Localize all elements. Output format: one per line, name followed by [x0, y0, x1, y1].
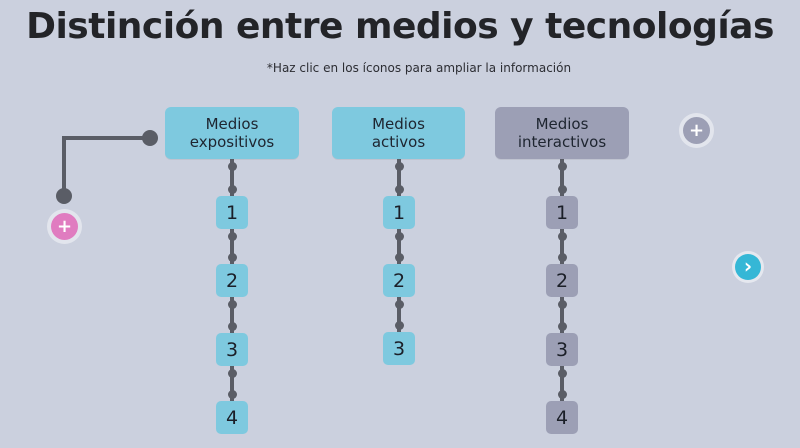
chain-dot [557, 389, 567, 399]
chain-link [230, 297, 234, 333]
chain-dot [227, 299, 237, 309]
chevron-right-icon: › [743, 253, 753, 278]
chain-dot [557, 161, 567, 171]
chain-dot [394, 252, 404, 262]
chain-dot [227, 368, 237, 378]
chain-link [560, 159, 564, 196]
chain-link [560, 229, 564, 264]
item-button[interactable]: 3 [546, 333, 578, 366]
chain-dot [227, 161, 237, 171]
header-medios-activos[interactable]: Medios activos [332, 107, 465, 159]
item-button[interactable]: 4 [546, 401, 578, 434]
chain-dot [227, 184, 237, 194]
chain-link [560, 297, 564, 333]
header-medios-expositivos[interactable]: Medios expositivos [165, 107, 299, 159]
item-button[interactable]: 1 [383, 196, 415, 229]
chain-link [230, 159, 234, 196]
item-button[interactable]: 2 [216, 264, 248, 297]
chain-link [397, 229, 401, 264]
page-title: Distinción entre medios y tecnologías [26, 6, 774, 47]
chain-dot [394, 299, 404, 309]
item-button[interactable]: 3 [383, 332, 415, 365]
item-button[interactable]: 4 [216, 401, 248, 434]
item-button[interactable]: 2 [383, 264, 415, 297]
connector-dot [142, 130, 158, 146]
header-label: Medios interactivos [517, 115, 607, 151]
chain-dot [557, 252, 567, 262]
chain-dot [557, 184, 567, 194]
expand-plus-button-right[interactable]: + [683, 117, 710, 144]
item-button[interactable]: 3 [216, 333, 248, 366]
connector-line [62, 136, 150, 140]
chain-dot [394, 320, 404, 330]
chain-dot [394, 161, 404, 171]
plus-icon: + [56, 216, 73, 237]
chain-link [230, 229, 234, 264]
chain-dot [394, 184, 404, 194]
chain-dot [557, 368, 567, 378]
chain-dot [227, 231, 237, 241]
next-button[interactable]: › [735, 254, 761, 280]
chain-link [560, 366, 564, 401]
chain-dot [394, 231, 404, 241]
header-label: Medios expositivos [189, 115, 275, 151]
item-button[interactable]: 1 [216, 196, 248, 229]
expand-plus-button[interactable]: + [51, 213, 78, 240]
header-medios-interactivos[interactable]: Medios interactivos [495, 107, 629, 159]
instruction-text: *Haz clic en los íconos para ampliar la … [266, 61, 572, 75]
connector-line [62, 136, 66, 196]
chain-link [230, 366, 234, 401]
chain-dot [227, 389, 237, 399]
chain-dot [557, 231, 567, 241]
item-button[interactable]: 2 [546, 264, 578, 297]
chain-dot [227, 252, 237, 262]
chain-link [397, 159, 401, 196]
plus-icon: + [688, 120, 705, 141]
item-button[interactable]: 1 [546, 196, 578, 229]
chain-link [397, 297, 401, 332]
chain-dot [557, 321, 567, 331]
chain-dot [557, 299, 567, 309]
header-label: Medios activos [371, 115, 426, 151]
chain-dot [227, 321, 237, 331]
connector-dot [56, 188, 72, 204]
